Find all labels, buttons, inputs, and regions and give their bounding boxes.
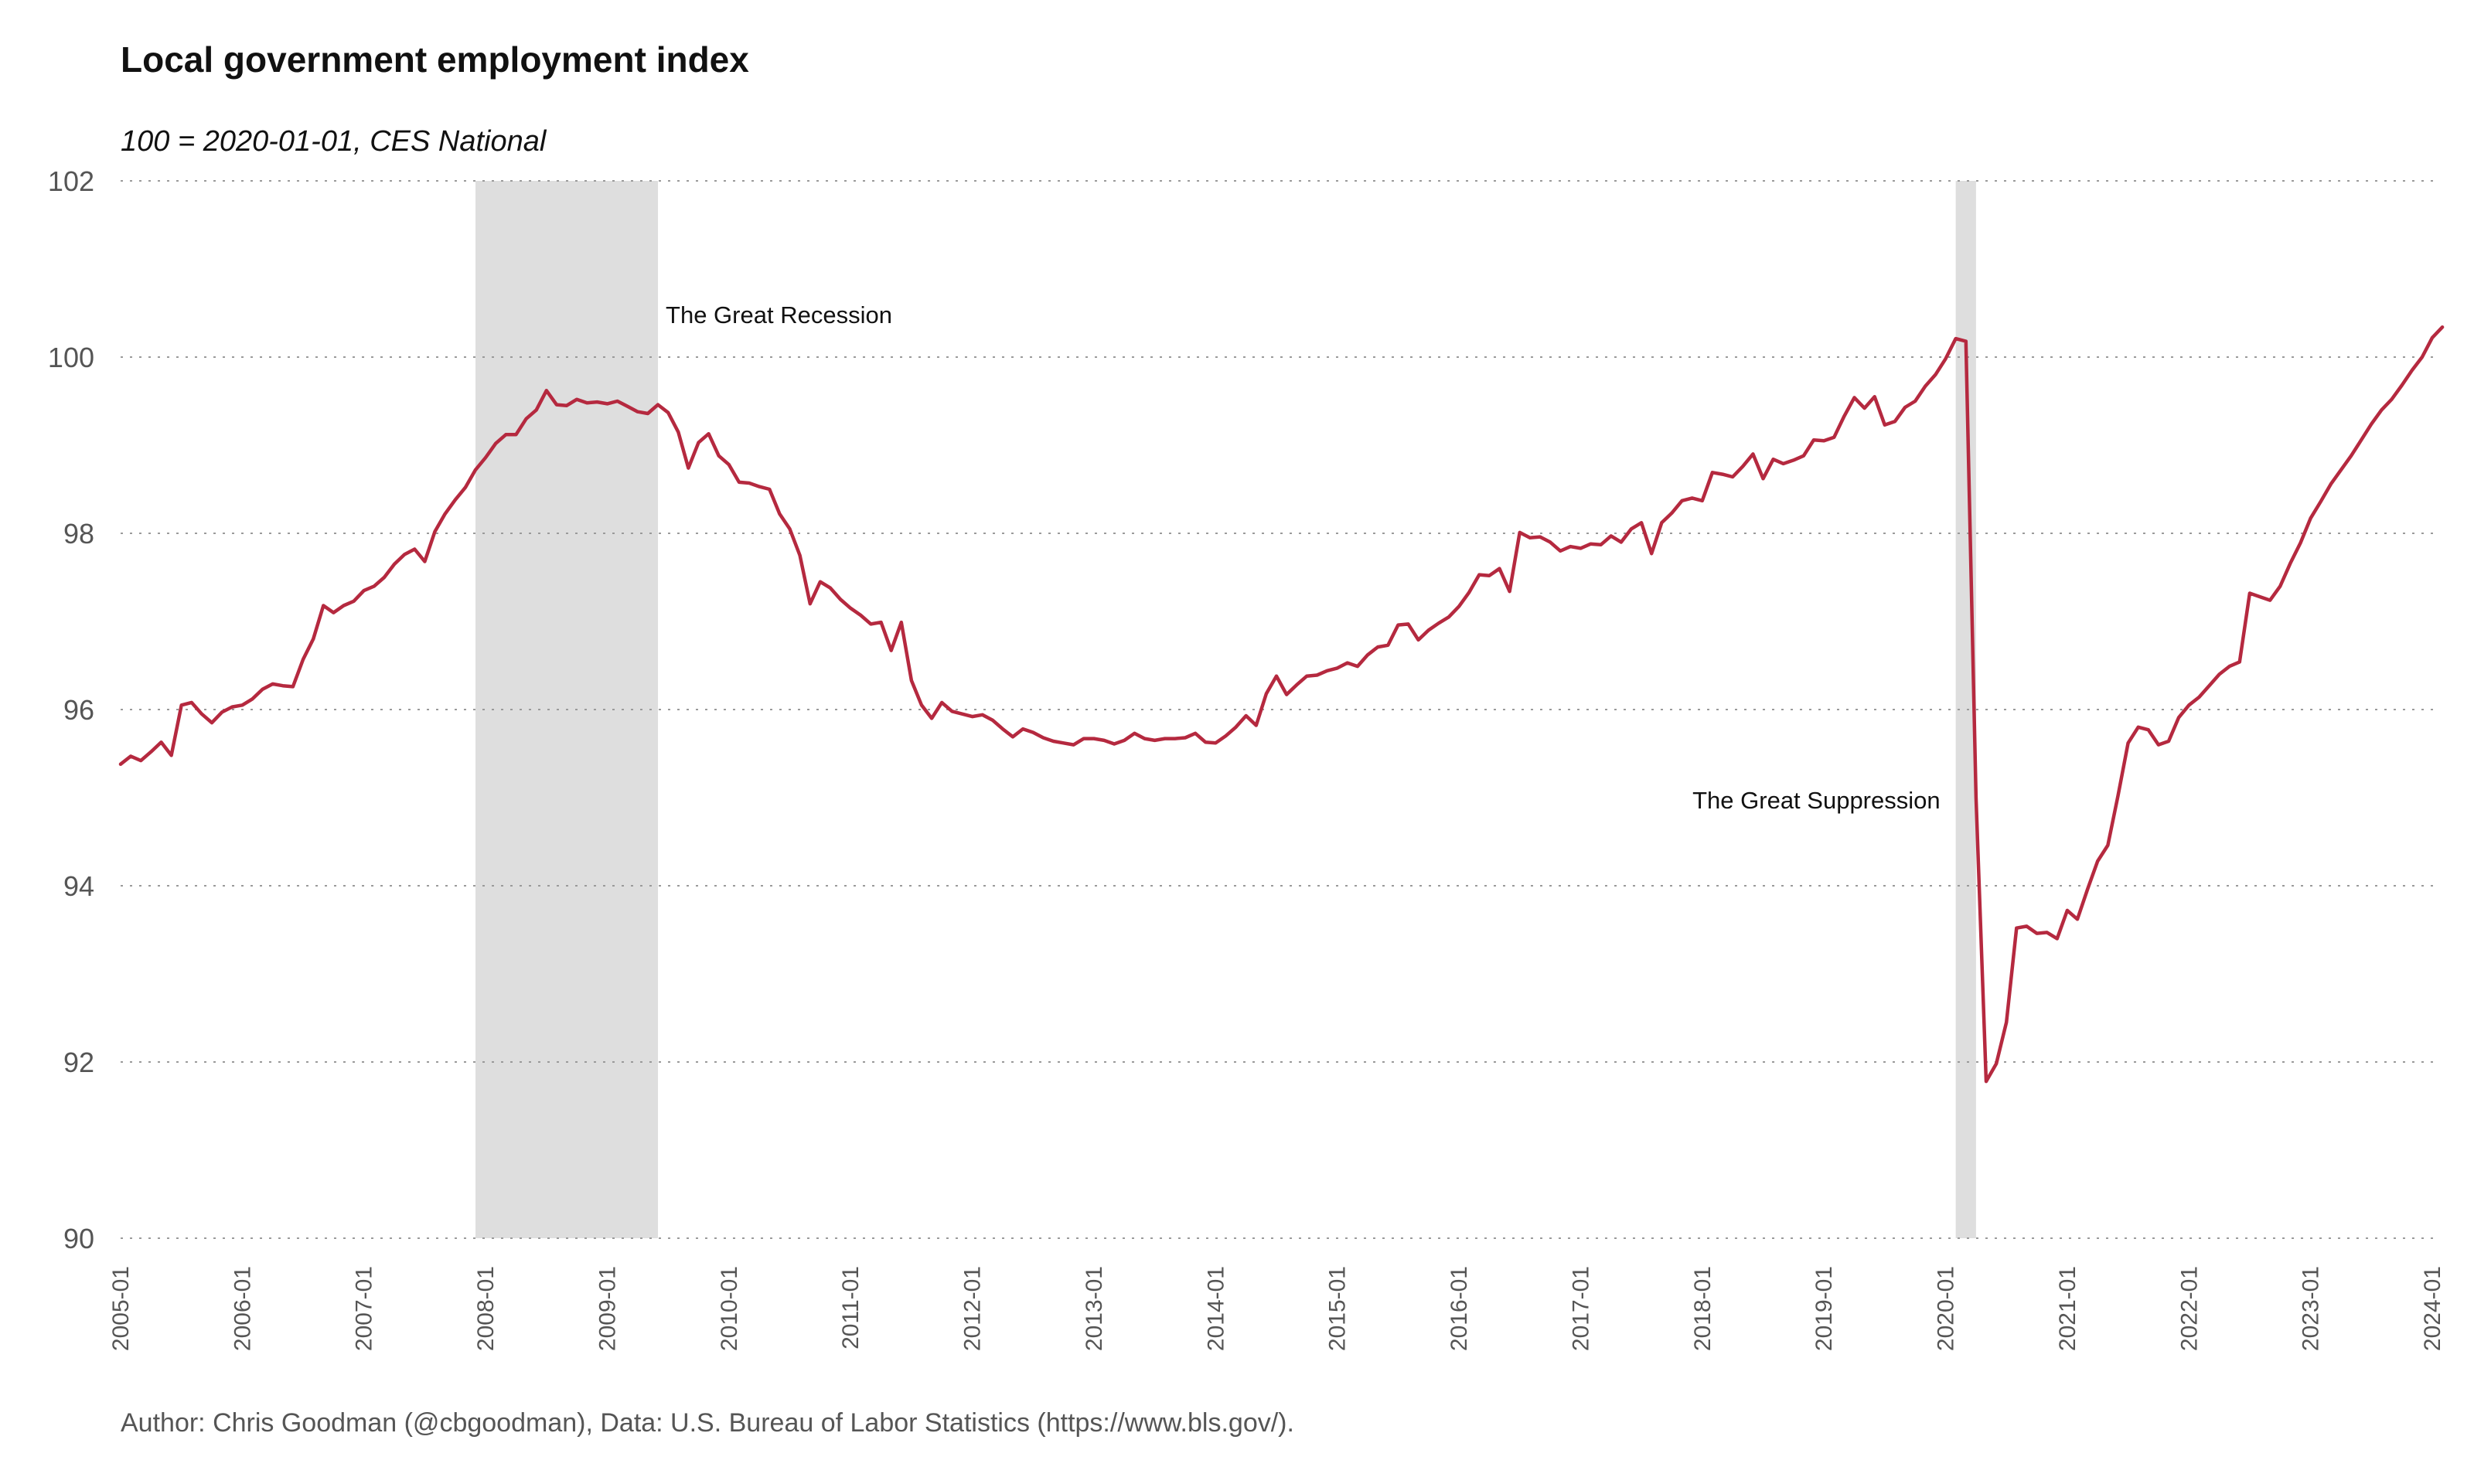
y-tick-label-100: 100 <box>48 342 94 373</box>
y-tick-label-94: 94 <box>63 870 94 902</box>
x-tick-label-2016-01: 2016-01 <box>1447 1266 1472 1351</box>
y-tick-label-92: 92 <box>63 1047 94 1078</box>
chart-title: Local government employment index <box>121 39 749 80</box>
series-group <box>118 325 2445 1084</box>
y-axis-ticks: 90 92 94 96 98 100 102 <box>48 165 94 1254</box>
annotation-great-suppression: The Great Suppression <box>1692 787 1941 814</box>
x-tick-label-2006-01: 2006-01 <box>230 1266 255 1351</box>
x-tick-label-2017-01: 2017-01 <box>1568 1266 1593 1351</box>
y-tick-label-96: 96 <box>63 694 94 726</box>
x-tick-label-2011-01: 2011-01 <box>838 1266 864 1350</box>
x-tick-label-2024-01: 2024-01 <box>2420 1266 2445 1351</box>
x-tick-label-2007-01: 2007-01 <box>352 1266 377 1351</box>
x-tick-label-2015-01: 2015-01 <box>1325 1266 1351 1351</box>
y-tick-label-102: 102 <box>48 165 94 197</box>
x-tick-label-2014-01: 2014-01 <box>1203 1266 1228 1351</box>
x-axis-ticks: 2005-01 2006-01 2007-01 2008-01 2009-01 2010-… <box>108 1266 2445 1351</box>
annotation-great-recession: The Great Recession <box>666 301 892 328</box>
x-tick-label-2012-01: 2012-01 <box>960 1266 986 1351</box>
x-tick-label-2010-01: 2010-01 <box>717 1266 742 1351</box>
series-line-1 <box>118 325 2445 1084</box>
chart-subtitle: 100 = 2020-01-01, CES National <box>121 125 547 158</box>
y-tick-label-90: 90 <box>63 1223 94 1254</box>
x-tick-label-2009-01: 2009-01 <box>595 1266 620 1351</box>
y-tick-label-98: 98 <box>63 518 94 550</box>
x-tick-label-2008-01: 2008-01 <box>473 1266 499 1351</box>
grid-lines <box>121 180 2440 1239</box>
x-tick-label-2019-01: 2019-01 <box>1811 1266 1837 1351</box>
x-tick-label-2023-01: 2023-01 <box>2299 1266 2324 1351</box>
x-tick-label-2005-01: 2005-01 <box>108 1266 134 1351</box>
x-tick-label-2021-01: 2021-01 <box>2055 1266 2080 1351</box>
x-tick-label-2022-01: 2022-01 <box>2176 1266 2202 1351</box>
x-tick-label-2018-01: 2018-01 <box>1690 1266 1716 1351</box>
x-tick-label-2013-01: 2013-01 <box>1082 1266 1107 1351</box>
chart-caption: Author: Chris Goodman (@cbgoodman), Data… <box>121 1408 1294 1438</box>
x-tick-label-2020-01: 2020-01 <box>1934 1266 1959 1351</box>
annotations: The Great Recession The Great Suppression <box>666 301 1941 814</box>
